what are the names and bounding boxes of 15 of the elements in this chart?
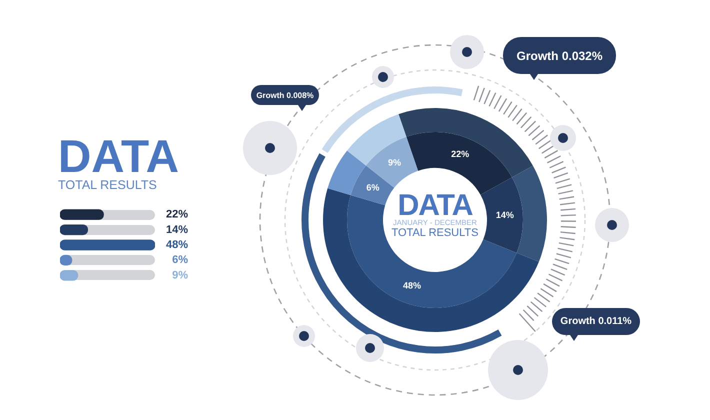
data-label: 14% bbox=[166, 224, 188, 236]
text: Growth 0.032% bbox=[503, 37, 616, 74]
data-label: 9% bbox=[388, 157, 401, 168]
text: Growth 0.008% bbox=[251, 85, 319, 105]
text: TOTAL RESULTS bbox=[390, 226, 480, 239]
data-label: 6% bbox=[366, 182, 380, 192]
data-label: 22% bbox=[451, 149, 470, 160]
data-label: 9% bbox=[172, 269, 188, 282]
chart-subtitle: TOTAL RESULTS bbox=[58, 178, 157, 192]
data-label: 48% bbox=[166, 239, 188, 252]
data-label: 6% bbox=[172, 254, 188, 266]
data-label: 48% bbox=[402, 280, 422, 291]
data-label: 22% bbox=[166, 208, 188, 221]
text: Growth 0.011% bbox=[552, 308, 640, 335]
data-label: 14% bbox=[496, 210, 514, 220]
